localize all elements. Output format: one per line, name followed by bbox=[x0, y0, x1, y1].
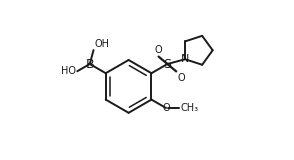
Text: O: O bbox=[155, 45, 162, 55]
Text: O: O bbox=[177, 73, 185, 83]
Text: HO: HO bbox=[61, 66, 76, 76]
Text: O: O bbox=[162, 103, 170, 113]
Text: CH₃: CH₃ bbox=[181, 103, 198, 113]
Text: N: N bbox=[181, 54, 189, 64]
Text: S: S bbox=[163, 57, 171, 71]
Text: B: B bbox=[86, 57, 94, 71]
Text: OH: OH bbox=[94, 39, 109, 49]
